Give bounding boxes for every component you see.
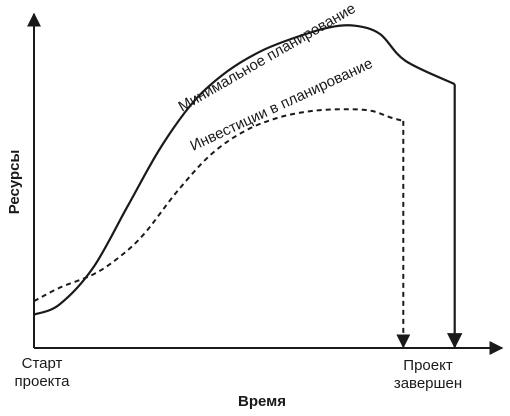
series-line-0 bbox=[33, 24, 456, 316]
y-axis-title: Ресурсы bbox=[6, 150, 23, 215]
series-label-minimal-planning: Минимальное планирование bbox=[176, 0, 359, 115]
x-tick-start-line1: Старт bbox=[22, 355, 63, 372]
x-tick-start-line2: проекта bbox=[15, 373, 71, 390]
series-layer bbox=[33, 24, 463, 349]
x-tick-end-line1: Проект bbox=[403, 357, 453, 374]
series-line-1 bbox=[33, 108, 404, 303]
x-axis-title: Время bbox=[238, 393, 286, 410]
x-tick-end-line2: завершен bbox=[394, 375, 462, 392]
series-label-investment-planning: Инвестиции в планирование bbox=[188, 55, 376, 155]
